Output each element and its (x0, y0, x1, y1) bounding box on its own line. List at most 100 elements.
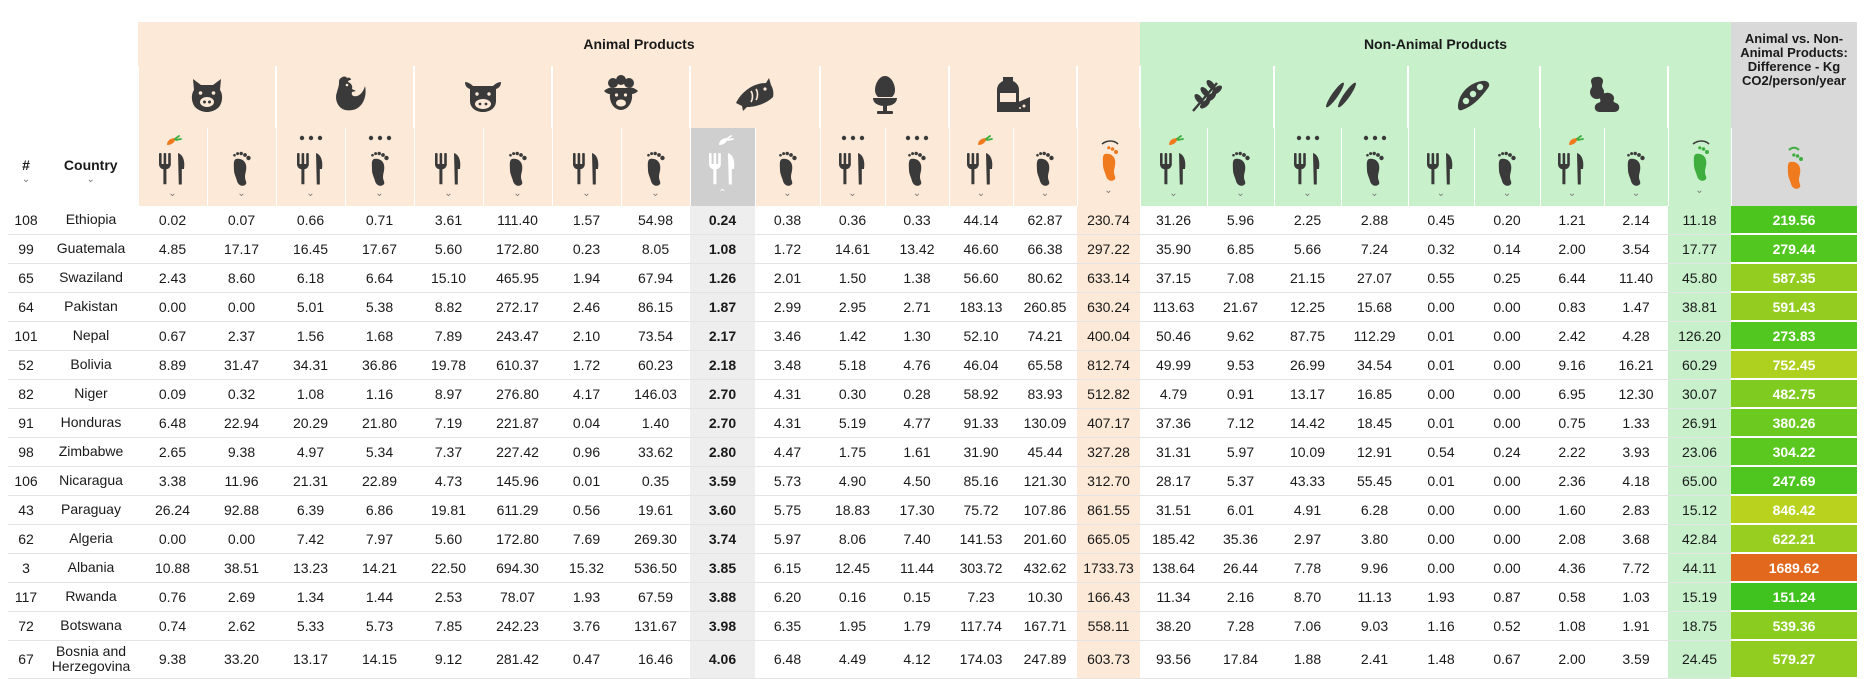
sort-caret-icon[interactable]: ⌄ (237, 188, 246, 199)
sort-caret-icon[interactable]: ⌄ (783, 188, 792, 199)
non-animal-value-cell: 0.00 (1474, 553, 1540, 583)
difference-cell: 304.22 (1731, 437, 1857, 467)
animal-value-cell: 9.38 (138, 640, 207, 679)
animal-total-sort-header[interactable]: ⌄ (1077, 128, 1140, 206)
sort-caret-icon[interactable]: ⌄ (513, 188, 522, 199)
animal-value-cell: 60.23 (621, 350, 690, 380)
consumption-sort-header[interactable]: ⌄ (414, 128, 483, 206)
footprint-sort-header[interactable]: ⌄ (1341, 128, 1408, 206)
consumption-sort-header[interactable]: ⌃ (690, 128, 755, 206)
table-row[interactable]: 3 Albania 10.88 38.51 13.23 14.21 22.50 694.30 1… (8, 553, 1857, 583)
sorted-value-cell: 3.85 (690, 553, 755, 583)
non-animal-value-cell: 2.97 (1274, 524, 1341, 554)
consumption-sort-header[interactable]: ⌄ (1540, 128, 1604, 206)
table-row[interactable]: 72 Botswana 0.74 2.62 5.33 5.73 7.85 242.23 3.76… (8, 611, 1857, 641)
table-row[interactable]: 117 Rwanda 0.76 2.69 1.34 1.44 2.53 78.07 1.93 67… (8, 582, 1857, 612)
sort-caret-icon[interactable]: ⌄ (848, 188, 857, 199)
footprint-sort-header[interactable]: ⌄ (1604, 128, 1668, 206)
sort-caret-icon[interactable]: ⌄ (1303, 188, 1312, 199)
consumption-sort-header[interactable]: ⌄ (949, 128, 1013, 206)
consumption-sort-header[interactable]: ⌄ (276, 128, 345, 206)
table-row[interactable]: 65 Swaziland 2.43 8.60 6.18 6.64 15.10 465.95 1.… (8, 263, 1857, 293)
animal-value-cell: 1.68 (345, 321, 414, 351)
rank-column-header[interactable]: # ⌄ (8, 128, 44, 206)
non-animal-value-cell: 0.83 (1540, 292, 1604, 322)
non-animal-total-sort-header[interactable]: ⌄ (1668, 128, 1731, 206)
animal-value-cell: 1.75 (820, 437, 885, 467)
sort-caret-icon[interactable]: ⌄ (86, 174, 95, 185)
consumption-sort-header[interactable]: ⌄ (552, 128, 621, 206)
sort-caret-icon[interactable]: ⌄ (1104, 185, 1113, 196)
animal-value-cell: 130.09 (1013, 408, 1077, 438)
sort-caret-icon[interactable]: ⌄ (1631, 188, 1641, 199)
sort-caret-up-icon[interactable]: ⌃ (718, 188, 727, 199)
sort-caret-icon[interactable]: ⌄ (1436, 188, 1446, 199)
table-row[interactable]: 82 Niger 0.09 0.32 1.08 1.16 8.97 276.80 4.17 146… (8, 379, 1857, 409)
footprint-sort-header[interactable]: ⌄ (1013, 128, 1077, 206)
animal-value-cell: 3.76 (552, 611, 621, 641)
table-row[interactable]: 106 Nicaragua 3.38 11.96 21.31 22.89 4.73 145.9… (8, 466, 1857, 496)
sort-caret-icon[interactable]: ⌄ (1370, 188, 1379, 199)
animal-value-cell: 1.79 (885, 611, 949, 641)
non-animal-value-cell: 2.41 (1341, 640, 1408, 679)
country-cell: Ethiopia (44, 206, 138, 235)
animal-value-cell: 0.30 (820, 379, 885, 409)
consumption-sort-header[interactable]: ⌄ (1274, 128, 1341, 206)
table-row[interactable]: 108 Ethiopia 0.02 0.07 0.66 0.71 3.61 111.40 1.5… (8, 206, 1857, 235)
animal-value-cell: 44.14 (949, 206, 1013, 235)
sort-caret-icon[interactable]: ⌄ (651, 188, 660, 199)
sorted-value-cell: 3.59 (690, 466, 755, 496)
sort-caret-icon[interactable]: ⌄ (912, 188, 922, 199)
table-row[interactable]: 67 Bosnia and Herzegovina 9.38 33.20 13.17 14… (8, 640, 1857, 679)
country-column-header[interactable]: Country ⌄ (44, 128, 138, 206)
fork-knife-icon (836, 147, 870, 187)
sort-caret-icon[interactable]: ⌄ (306, 188, 315, 199)
non-animal-value-cell: 7.12 (1207, 408, 1274, 438)
sort-caret-icon[interactable]: ⌄ (582, 188, 591, 199)
sort-caret-icon[interactable]: ⌄ (1236, 188, 1245, 199)
footprint-sort-header[interactable]: ⌄ (207, 128, 276, 206)
sort-caret-icon[interactable]: ⌄ (168, 188, 177, 199)
consumption-sort-header[interactable]: ⌄ (138, 128, 207, 206)
table-row[interactable]: 43 Paraguay 26.24 92.88 6.39 6.86 19.81 611.29 0… (8, 495, 1857, 525)
footprint-sort-header[interactable]: ⌄ (483, 128, 552, 206)
non-animal-value-cell: 0.01 (1408, 408, 1474, 438)
non-animal-value-cell: 12.30 (1604, 379, 1668, 409)
footprint-sort-header[interactable]: ⌄ (1207, 128, 1274, 206)
sort-caret-icon[interactable]: ⌄ (444, 188, 453, 199)
sort-caret-icon[interactable]: ⌄ (1695, 185, 1704, 196)
consumption-sort-header[interactable]: ⌄ (1140, 128, 1207, 206)
table-row[interactable]: 98 Zimbabwe 2.65 9.38 4.97 5.34 7.37 227.42 0.96… (8, 437, 1857, 467)
footprint-sort-header[interactable]: ⌄ (885, 128, 949, 206)
animal-value-cell: 14.21 (345, 553, 414, 583)
sort-caret-icon[interactable]: ⌄ (1169, 188, 1178, 199)
difference-sort-header[interactable] (1731, 128, 1857, 206)
footprint-sort-header[interactable]: ⌄ (1474, 128, 1540, 206)
footprint-sort-header[interactable]: ⌄ (621, 128, 690, 206)
footprint-icon (1224, 147, 1258, 187)
sort-caret-icon[interactable]: ⌄ (375, 188, 384, 199)
animal-value-cell: 19.78 (414, 350, 483, 380)
animal-value-cell: 3.61 (414, 206, 483, 235)
non-animal-value-cell: 7.08 (1207, 263, 1274, 293)
non-animal-value-cell: 0.55 (1408, 263, 1474, 293)
non-animal-value-cell: 31.31 (1140, 437, 1207, 467)
table-row[interactable]: 91 Honduras 6.48 22.94 20.29 21.80 7.19 221.87 0… (8, 408, 1857, 438)
table-row[interactable]: 64 Pakistan 0.00 0.00 5.01 5.38 8.82 272.17 2.46… (8, 292, 1857, 322)
table-row[interactable]: 62 Algeria 0.00 0.00 7.42 7.97 5.60 172.80 7.69 2… (8, 524, 1857, 554)
animal-value-cell: 18.83 (820, 495, 885, 525)
table-row[interactable]: 101 Nepal 0.67 2.37 1.56 1.68 7.89 243.47 2.10 73… (8, 321, 1857, 351)
consumption-sort-header[interactable]: ⌄ (820, 128, 885, 206)
sort-caret-icon[interactable]: ⌄ (1567, 188, 1577, 199)
footprint-sort-header[interactable]: ⌄ (755, 128, 820, 206)
sort-caret-icon[interactable]: ⌄ (21, 174, 31, 185)
sort-caret-icon[interactable]: ⌄ (976, 188, 986, 199)
footprint-sort-header[interactable]: ⌄ (345, 128, 414, 206)
footprint-icon (771, 147, 805, 187)
table-row[interactable]: 52 Bolivia 8.89 31.47 34.31 36.86 19.78 610.37 1… (8, 350, 1857, 380)
sort-caret-icon[interactable]: ⌄ (1040, 188, 1050, 199)
sort-caret-icon[interactable]: ⌄ (1502, 188, 1512, 199)
table-row[interactable]: 99 Guatemala 4.85 17.17 16.45 17.67 5.60 172.80… (8, 234, 1857, 264)
non-animal-value-cell: 2.00 (1540, 234, 1604, 264)
consumption-sort-header[interactable]: ⌄ (1408, 128, 1474, 206)
